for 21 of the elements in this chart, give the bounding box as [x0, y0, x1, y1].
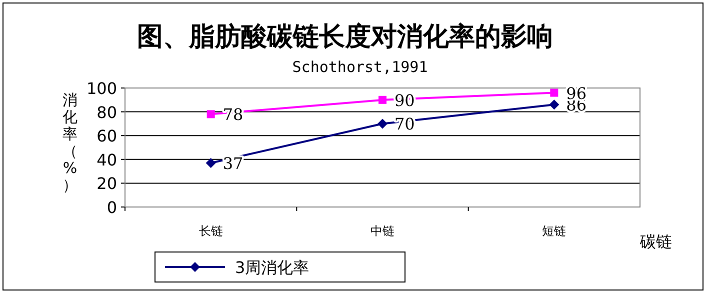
x-tick-label: 短链: [542, 224, 566, 238]
x-axis-title: 碳链: [639, 232, 672, 251]
x-tick-label: 中链: [370, 224, 394, 238]
point: [206, 158, 216, 168]
y-tick-label: 40: [96, 150, 117, 170]
y-tick-label: 80: [96, 102, 117, 122]
point: [549, 100, 560, 110]
point: [550, 88, 558, 97]
point: [378, 118, 388, 129]
y-tick-label: 100: [86, 79, 117, 98]
point: [378, 96, 386, 104]
ylabel: 消化率（%）: [62, 91, 78, 194]
x-tick-label: 长链: [198, 224, 223, 238]
data-label: 37: [222, 154, 244, 173]
y-tick-label: 20: [96, 174, 117, 194]
chart-subtitle: Schothorst,1991: [292, 58, 428, 76]
y-tick-label: 60: [96, 126, 117, 146]
legend-label: 3周消化率: [235, 258, 310, 277]
point: [206, 110, 215, 118]
y-tick-label: 0: [106, 198, 117, 217]
chart-title: 图、脂肪酸碳链长度对消化率的影响: [137, 22, 553, 52]
